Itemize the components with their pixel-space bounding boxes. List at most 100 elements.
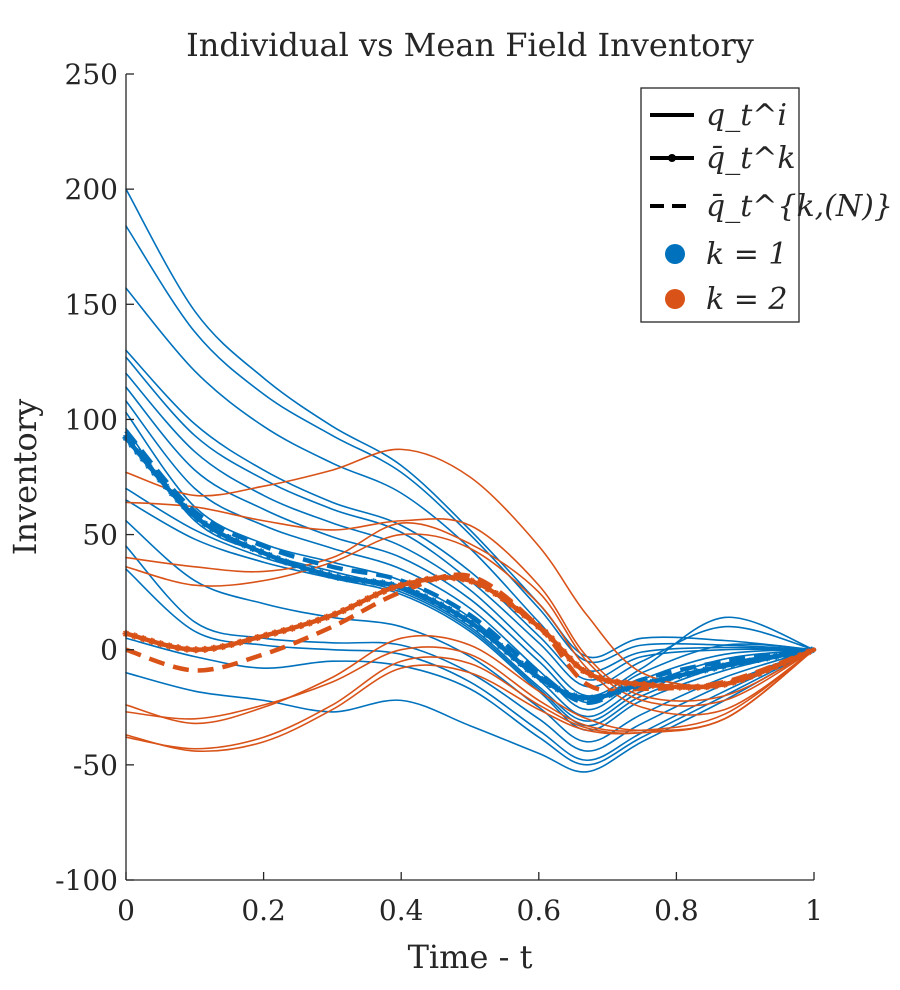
series-marker bbox=[291, 561, 299, 569]
series-marker bbox=[492, 590, 500, 598]
series-marker bbox=[788, 655, 796, 663]
marker-glyph bbox=[755, 669, 763, 677]
series-marker bbox=[227, 641, 235, 649]
series-marker bbox=[380, 587, 388, 595]
series-marker bbox=[595, 674, 603, 682]
marker-glyph bbox=[703, 683, 711, 691]
marker-glyph bbox=[334, 573, 342, 581]
marker-glyph bbox=[445, 605, 453, 613]
series-layer bbox=[122, 188, 817, 773]
marker-glyph bbox=[194, 514, 202, 522]
marker-glyph bbox=[168, 489, 176, 497]
marker-glyph bbox=[216, 529, 224, 537]
marker-glyph bbox=[347, 603, 355, 611]
series-marker bbox=[541, 628, 549, 636]
series-marker bbox=[623, 685, 631, 693]
series-marker bbox=[546, 680, 554, 688]
legend-entry: k = 2 bbox=[665, 282, 787, 317]
series-marker bbox=[180, 502, 188, 510]
marker-glyph bbox=[729, 678, 737, 686]
marker-glyph bbox=[378, 579, 386, 587]
marker-glyph bbox=[763, 654, 771, 662]
series-marker bbox=[721, 680, 729, 688]
marker-glyph bbox=[587, 671, 595, 679]
series-marker bbox=[684, 670, 692, 678]
marker-glyph bbox=[174, 496, 182, 504]
marker-glyph bbox=[484, 585, 492, 593]
marker-glyph bbox=[483, 630, 491, 638]
series-marker bbox=[468, 619, 476, 627]
chart-title: Individual vs Mean Field Inventory bbox=[186, 26, 754, 64]
series-marker bbox=[754, 655, 762, 663]
series-marker bbox=[314, 616, 322, 624]
series-marker bbox=[148, 637, 156, 645]
x-axis-title: Time - t bbox=[408, 938, 533, 976]
marker-glyph bbox=[468, 577, 476, 585]
series-marker bbox=[459, 575, 467, 583]
series-marker bbox=[772, 652, 780, 660]
series-line bbox=[125, 386, 815, 704]
marker-glyph bbox=[265, 551, 273, 559]
series-marker bbox=[361, 577, 369, 585]
marker-glyph bbox=[606, 690, 614, 698]
marker-glyph bbox=[534, 622, 542, 630]
legend-entry: q̄_t^k bbox=[650, 141, 796, 176]
marker-glyph bbox=[131, 632, 139, 640]
series-marker bbox=[414, 577, 422, 585]
series-marker bbox=[712, 682, 720, 690]
marker-glyph bbox=[754, 655, 762, 663]
series-marker bbox=[538, 676, 546, 684]
series-line bbox=[124, 429, 815, 705]
marker-glyph bbox=[666, 674, 674, 682]
marker-glyph bbox=[150, 469, 158, 477]
marker-glyph bbox=[432, 574, 440, 582]
series-marker bbox=[174, 644, 182, 652]
x-tick-label: 0.4 bbox=[379, 894, 424, 927]
marker-glyph bbox=[187, 509, 195, 517]
series-marker bbox=[210, 644, 218, 652]
marker-glyph bbox=[280, 627, 288, 635]
marker-glyph bbox=[675, 672, 683, 680]
series-marker bbox=[566, 655, 574, 663]
series-marker bbox=[236, 638, 244, 646]
x-tick-label: 0.6 bbox=[517, 894, 562, 927]
series-k2-thin-24 bbox=[125, 648, 815, 753]
series-k1-dashed-26 bbox=[124, 429, 815, 705]
marker-glyph bbox=[148, 637, 156, 645]
marker-glyph bbox=[513, 605, 521, 613]
series-line bbox=[125, 637, 815, 766]
series-k1-thin-0 bbox=[125, 188, 815, 659]
marker-glyph bbox=[316, 569, 324, 577]
marker-glyph bbox=[772, 652, 780, 660]
marker-glyph bbox=[548, 635, 556, 643]
marker-glyph bbox=[506, 600, 514, 608]
marker-glyph bbox=[694, 683, 702, 691]
series-line bbox=[125, 372, 815, 697]
series-marker bbox=[503, 648, 511, 656]
marker-glyph bbox=[738, 675, 746, 683]
series-marker bbox=[649, 681, 657, 689]
series-marker bbox=[604, 677, 612, 685]
marker-glyph bbox=[297, 622, 305, 630]
series-marker bbox=[437, 601, 445, 609]
series-marker bbox=[763, 666, 771, 674]
marker-glyph bbox=[524, 665, 532, 673]
marker-glyph bbox=[387, 581, 395, 589]
series-marker bbox=[208, 525, 216, 533]
series-marker bbox=[347, 603, 355, 611]
marker-glyph bbox=[499, 595, 507, 603]
series-line bbox=[125, 519, 815, 743]
series-marker bbox=[499, 595, 507, 603]
series-line bbox=[125, 646, 815, 732]
legend-box bbox=[640, 87, 800, 323]
series-marker bbox=[168, 489, 176, 497]
series-marker bbox=[297, 622, 305, 630]
y-tick-label: 200 bbox=[65, 173, 118, 206]
marker-glyph bbox=[404, 586, 412, 594]
series-marker bbox=[339, 607, 347, 615]
marker-glyph bbox=[174, 644, 182, 652]
marker-glyph bbox=[423, 575, 431, 583]
marker-glyph bbox=[145, 462, 153, 470]
series-k1-thin-12 bbox=[125, 519, 815, 743]
series-marker bbox=[676, 683, 684, 691]
